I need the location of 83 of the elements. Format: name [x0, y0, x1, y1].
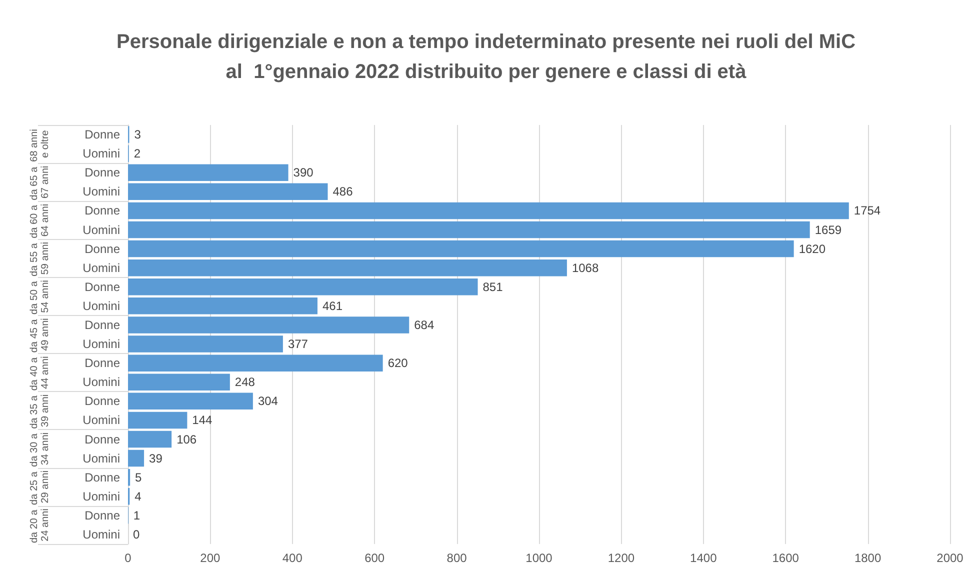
bar [128, 164, 288, 181]
data-label: 461 [322, 298, 343, 313]
x-tick-label: 600 [364, 551, 385, 565]
y-tick-label: Uomini [82, 222, 120, 237]
y-tick-label: Uomini [82, 527, 120, 542]
y-tick-label: Uomini [82, 375, 120, 390]
text: da 40 a 44 anni [29, 354, 51, 391]
data-label: 620 [388, 356, 408, 370]
data-label: 486 [332, 184, 354, 199]
data-label: 144 [192, 413, 213, 428]
bar [128, 316, 410, 334]
bar [128, 221, 810, 238]
y-tick-label: Donne [84, 204, 120, 218]
data-label: 304 [258, 394, 278, 408]
data-label: 106 [176, 432, 197, 446]
bar [128, 412, 188, 429]
data-label: 1068 [572, 260, 599, 275]
data-label: 248 [234, 375, 256, 390]
x-tick-label: 1800 [854, 551, 882, 565]
y-tick-label: Uomini [82, 413, 120, 428]
data-label: 1620 [798, 242, 826, 256]
data-label: 0 [133, 527, 140, 542]
data-label: 3 [134, 128, 142, 142]
y-tick-label: Uomini [82, 260, 120, 275]
y-tick-label: Donne [84, 356, 120, 370]
bar [128, 430, 172, 448]
text: 68 anni e oltre [29, 126, 51, 162]
y-tick-label: Donne [84, 242, 120, 256]
bar [128, 278, 478, 296]
data-label: 4 [134, 489, 142, 504]
y-tick-label: Uomini [82, 337, 120, 352]
text: da 60 a 64 anni [29, 202, 51, 238]
y-tick-label: Donne [84, 432, 120, 446]
y-tick-label: Donne [84, 508, 120, 522]
bar [128, 183, 328, 200]
y-tick-label: Uomini [82, 489, 120, 504]
x-tick-label: 1400 [690, 551, 718, 565]
y-tick-label: Uomini [82, 146, 120, 161]
data-label: 1659 [814, 222, 842, 237]
text: da 65 a 67 anni [29, 164, 51, 200]
text: da 50 a 54 anni [29, 278, 51, 314]
bar [128, 354, 383, 372]
x-tick-label: 1600 [772, 551, 800, 565]
data-label: 5 [135, 470, 142, 484]
data-label: 684 [414, 318, 434, 332]
data-label: 851 [482, 280, 504, 294]
bar [128, 336, 283, 352]
bar [128, 202, 849, 220]
data-label: 377 [288, 337, 308, 352]
y-tick-label: Uomini [82, 451, 120, 466]
text: da 25 a 29 anni [29, 468, 51, 505]
x-tick-label: 1200 [608, 551, 635, 565]
y-tick-label: Donne [84, 318, 120, 332]
text: da 35 a 39 anni [29, 392, 51, 429]
text: da 30 a 34 anni [29, 430, 51, 467]
y-tick-label: Donne [84, 128, 120, 142]
bar [128, 240, 794, 258]
x-tick-label: 1000 [526, 551, 553, 565]
x-tick-label: 0 [124, 551, 132, 565]
x-tick-label: 800 [446, 551, 468, 565]
data-label: 1 [133, 508, 140, 522]
bar [128, 450, 144, 467]
text: da 45 a 49 anni [29, 316, 51, 353]
y-tick-label: Uomini [82, 298, 120, 313]
chart-title: Personale dirigenziale e non a tempo indeterminato presente nei ruoli del MiC al 1°gennaio 2022 distribuito per genere e classi di età [116, 31, 856, 83]
bar [128, 392, 253, 410]
x-tick-label: 400 [282, 551, 303, 565]
bar [128, 259, 567, 276]
bar [128, 298, 318, 314]
data-label: 390 [293, 166, 314, 180]
y-tick-label: Uomini [82, 184, 120, 199]
x-tick-label: 2000 [936, 551, 964, 565]
text: da 20 a 24 anni [29, 506, 51, 544]
text: da 55 a 59 anni [29, 240, 51, 276]
x-tick-label: 200 [200, 551, 221, 565]
y-tick-label: Donne [84, 166, 120, 180]
y-tick-label: Donne [84, 394, 120, 408]
data-label: 2 [134, 146, 141, 161]
y-tick-label: Donne [84, 470, 120, 484]
y-tick-label: Donne [84, 280, 120, 294]
data-label: 1754 [854, 204, 881, 218]
bar [128, 374, 230, 390]
data-label: 39 [149, 451, 163, 466]
